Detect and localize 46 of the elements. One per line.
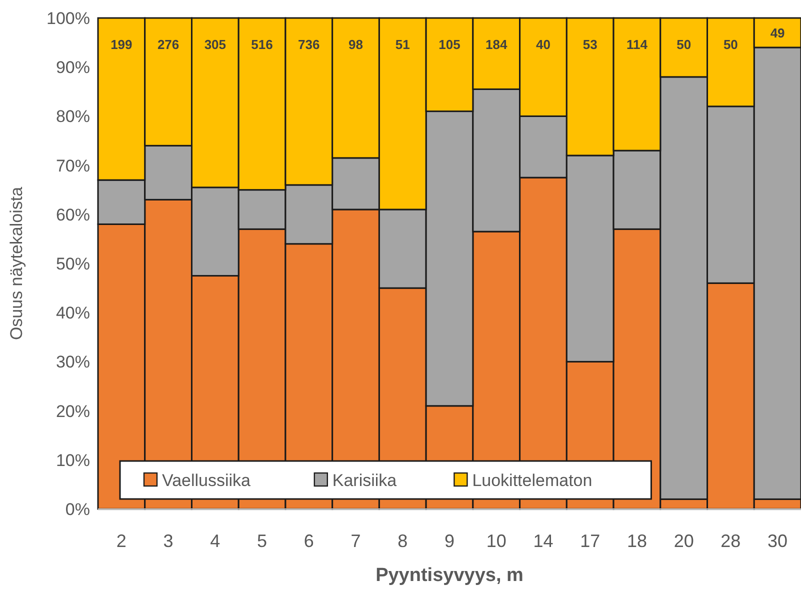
x-tick-label: 28: [720, 531, 741, 551]
legend-label: Karisiika: [332, 471, 398, 490]
annotation: 53: [582, 37, 598, 52]
y-tick-label: 50%: [56, 254, 90, 274]
y-tick-label: 100%: [46, 9, 90, 28]
y-tick-label: 80%: [56, 107, 90, 126]
legend-label: Luokittelematon: [472, 471, 592, 490]
annotation: 51: [395, 37, 410, 52]
x-axis-title: Pyyntisyvyys, m: [376, 565, 524, 586]
x-tick-label: 7: [350, 531, 361, 551]
x-tick-label: 18: [626, 531, 647, 551]
annotation: 276: [157, 37, 180, 52]
x-tick-label: 14: [533, 531, 554, 551]
x-tick-label: 5: [257, 531, 268, 551]
x-tick-label: 8: [398, 531, 408, 551]
x-tick-label: 6: [304, 531, 314, 551]
x-tick-label: 4: [210, 531, 220, 551]
annotation: 184: [486, 37, 508, 52]
annotation: 50: [676, 37, 692, 52]
annotation: 736: [298, 37, 320, 52]
y-tick-label: 40%: [56, 304, 90, 323]
annotation: 305: [204, 37, 226, 52]
annotation: 49: [770, 26, 785, 41]
x-tick-label: 9: [444, 531, 455, 551]
annotation: 40: [536, 37, 550, 52]
x-tick-label: 20: [674, 531, 694, 551]
annotation: 114: [626, 37, 648, 52]
x-tick-label: 10: [486, 531, 506, 551]
x-tick-label: 30: [768, 531, 788, 551]
annotation: 105: [438, 37, 460, 52]
y-tick-label: 20%: [56, 402, 90, 421]
y-tick-label: 0%: [65, 500, 90, 519]
legend-label: Vaellussiika: [162, 471, 252, 490]
x-tick-label: 3: [163, 531, 174, 551]
y-tick-label: 60%: [56, 205, 90, 224]
x-tick-label: 2: [116, 531, 126, 551]
y-tick-label: 90%: [56, 58, 90, 78]
y-axis-title: Osuus näytekaloista: [7, 186, 26, 340]
y-tick-label: 30%: [56, 352, 90, 372]
annotation: 98: [348, 37, 363, 52]
annotation: 50: [723, 37, 738, 52]
annotation: 516: [251, 37, 273, 52]
x-tick-label: 17: [580, 531, 600, 551]
y-tick-label: 70%: [56, 156, 90, 176]
annotation: 199: [110, 37, 132, 52]
y-tick-label: 10%: [56, 450, 90, 470]
